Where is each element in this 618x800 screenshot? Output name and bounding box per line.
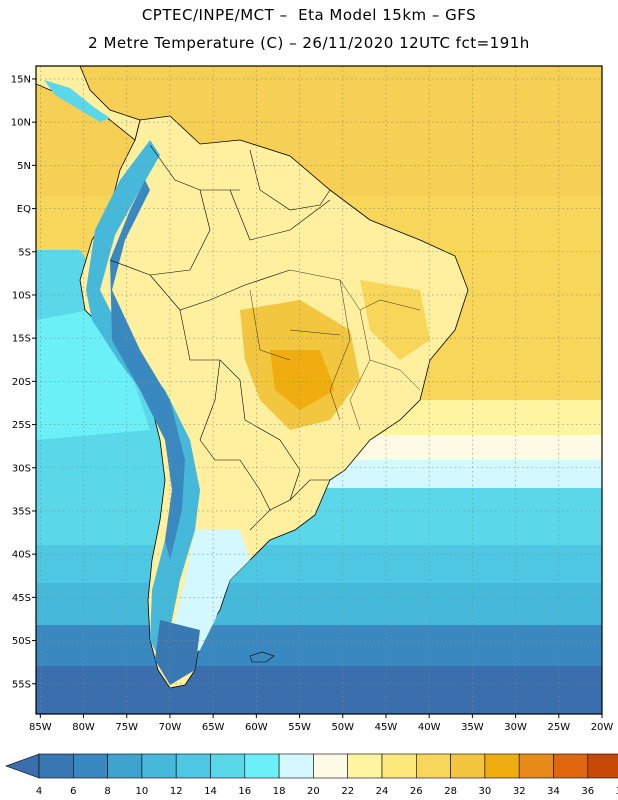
ocean-band-6 [36, 625, 602, 670]
latitude-labels: 15N 10N 5N EQ 5S 10S 15S 20S 25S 30S 35S 40S 45S 50S 5… [11, 74, 31, 690]
pacific-cool-core [36, 310, 150, 440]
lon-label: 75W [115, 722, 138, 733]
colorbar-label: 22 [341, 786, 354, 797]
lat-label: 35S [12, 506, 31, 517]
lat-label: 55S [12, 679, 31, 690]
lat-label: 15N [11, 74, 31, 85]
patagonia-cool-zone [175, 530, 250, 660]
colorbar-label: 12 [170, 786, 183, 797]
colorbar-box [587, 753, 618, 779]
colorbar-label: 16 [238, 786, 251, 797]
colorbar-label: 30 [479, 786, 492, 797]
lon-label: 30W [504, 722, 527, 733]
colorbar-label: 6 [70, 786, 76, 797]
colorbar-box [553, 753, 589, 779]
colorbar-label: 28 [444, 786, 457, 797]
lat-label: 15S [12, 334, 31, 345]
colorbar-box [38, 753, 74, 779]
lat-label: 30S [12, 463, 31, 474]
colorbar-box [107, 753, 143, 779]
colorbar-label: 8 [104, 786, 110, 797]
lat-label: 40S [12, 550, 31, 561]
colorbar-box [484, 753, 520, 779]
colorbar-label: 34 [547, 786, 560, 797]
colorbar-box [518, 753, 554, 779]
state-borders [249, 269, 421, 431]
ocean-band-10 [36, 583, 602, 628]
lat-label: 5N [17, 161, 31, 172]
map-field [36, 66, 602, 714]
colorbar-label: 26 [410, 786, 423, 797]
lat-label: 25S [12, 420, 31, 431]
colorbar-box [347, 753, 383, 779]
colorbar-label: 32 [513, 786, 526, 797]
lat-label: EQ [17, 204, 31, 215]
tierra-del-fuego-cold [155, 620, 200, 685]
andes-cold-core [110, 180, 185, 560]
lat-label: 45S [12, 593, 31, 604]
colorbar-box [313, 753, 348, 779]
lat-label: 10N [11, 118, 31, 129]
chart-title-line2: 2 Metre Temperature (C) – 26/11/2020 12U… [88, 34, 530, 52]
colorbar-box [141, 753, 177, 779]
lon-label: 25W [547, 722, 570, 733]
colorbar-low-arrow [5, 753, 40, 779]
lon-label: 35W [461, 722, 484, 733]
colorbar-box [278, 753, 314, 779]
colorbar-box [175, 753, 211, 779]
map-frame [35, 65, 603, 715]
lon-label: 45W [375, 722, 398, 733]
interior-hottest-core [270, 350, 335, 410]
lon-label: 50W [331, 722, 354, 733]
lon-label: 65W [202, 722, 225, 733]
colorbar-label: 20 [307, 786, 320, 797]
lon-label: 55W [288, 722, 311, 733]
chart-title-line1: CPTEC/INPE/MCT – Eta Model 15km – GFS [141, 6, 477, 24]
central-america-highlands [44, 80, 110, 122]
colorbar-box [73, 753, 108, 779]
colorbar-label: 18 [273, 786, 286, 797]
colorbar-labels: 4 6 8 10 12 14 16 18 20 22 24 26 28 30 32 34 36 38 [36, 786, 618, 797]
colorbar-label: 36 [581, 786, 594, 797]
falkland-islands [249, 651, 275, 663]
colorbar-box [415, 753, 451, 779]
lon-label: 85W [29, 722, 52, 733]
longitude-labels: 85W 80W 75W 70W 65W 60W 55W 50W 45W 40W 35W 30W 25W 2… [29, 722, 613, 733]
lon-label: 20W [591, 722, 614, 733]
colorbar-label: 24 [376, 786, 389, 797]
country-borders [109, 144, 331, 531]
lon-label: 80W [72, 722, 95, 733]
northeast-warm-zone [360, 280, 430, 360]
lon-label: 60W [245, 722, 268, 733]
lon-label: 70W [159, 722, 182, 733]
lon-label: 40W [418, 722, 441, 733]
colorbar-label: 14 [204, 786, 217, 797]
colorbar-box [381, 753, 417, 779]
lat-label: 10S [12, 290, 31, 301]
colorbar-label: 10 [136, 786, 149, 797]
colorbar-box [210, 753, 246, 779]
colorbar-boxes [5, 753, 618, 779]
colorbar-label: 4 [36, 786, 42, 797]
colorbar: 4 6 8 10 12 14 16 18 20 22 24 26 28 30 32 34 36 38 [5, 753, 618, 797]
colorbar-box [450, 753, 486, 779]
lat-label: 50S [12, 636, 31, 647]
lat-label: 5S [18, 247, 31, 258]
colorbar-label: 38 [616, 786, 618, 797]
temperature-map: 15N 10N 5N EQ 5S 10S 15S 20S 25S 30S 35S 40S 45S 50S 5… [11, 65, 613, 733]
ocean-band-12 [36, 545, 602, 585]
colorbar-box [244, 753, 280, 779]
lat-label: 20S [12, 377, 31, 388]
ocean-band-4 [36, 666, 602, 714]
